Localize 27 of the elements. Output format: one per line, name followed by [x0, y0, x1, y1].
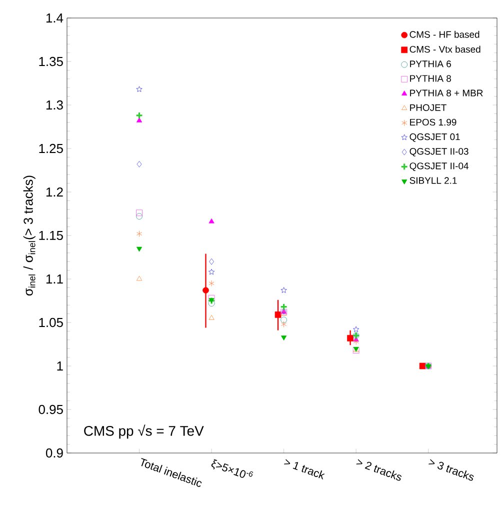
y-tick-label: 1.2 [46, 187, 63, 197]
annotation: CMS pp √s = 7 TeV [84, 424, 204, 439]
legend-label: CMS - HF based [410, 30, 480, 38]
legend-label: PYTHIA 6 [410, 60, 451, 68]
y-tick-label: 1.15 [39, 230, 63, 240]
legend-label: SIBYLL 2.1 [410, 177, 457, 184]
legend-label: QGSJET 01 [410, 133, 460, 142]
legend-label: PHOJET [410, 104, 446, 111]
y-tick-label: 1 [57, 362, 63, 370]
legend-label: PYTHIA 8 [410, 75, 451, 82]
y-axis-title: σ$_{inel}$ / σ$_{inel}$(> 3 tracks) [23, 176, 36, 296]
legend-label: EPOS 1.99 [410, 118, 456, 126]
x-tick-label: > 1 track [284, 459, 325, 480]
y-tick-label: 1.05 [39, 318, 63, 328]
y-tick-label: 1.35 [39, 56, 63, 66]
y-tick-label: 1.4 [46, 14, 64, 22]
legend-label: QGSJET II-03 [410, 148, 468, 156]
legend-label: PYTHIA 8 + MBR [410, 90, 483, 96]
legend-label: QGSJET II-04 [410, 162, 468, 171]
x-tick-label: > 3 tracks [428, 459, 474, 481]
y-tick-label: 1.1 [46, 274, 63, 284]
y-tick-label: 0.95 [38, 404, 63, 414]
legend-label: CMS - Vtx based [410, 46, 480, 53]
x-tick-label: > 2 tracks [356, 459, 402, 481]
y-tick-label: 1.3 [46, 100, 63, 110]
y-tick-label: 1.25 [39, 144, 63, 154]
y-tick-label: 0.9 [46, 448, 63, 458]
